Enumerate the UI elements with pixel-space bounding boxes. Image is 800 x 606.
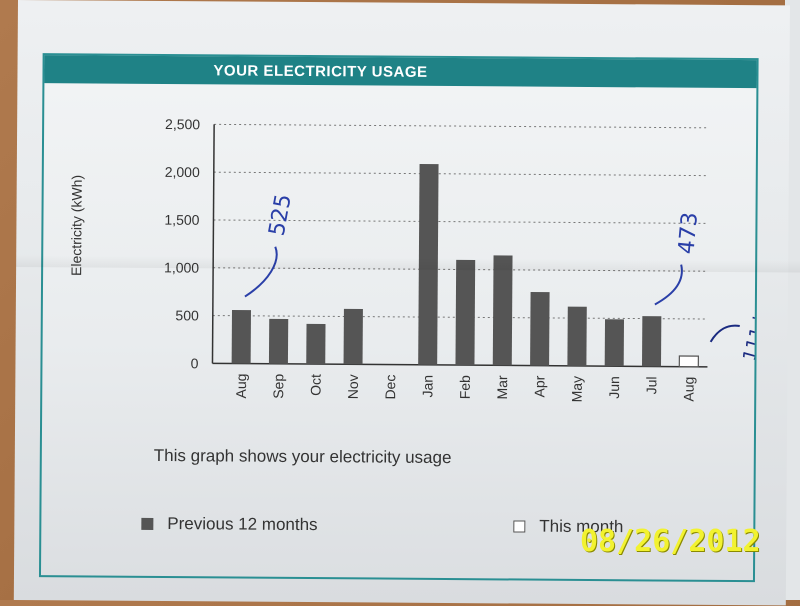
y-axis-label: Electricity (kWh) <box>68 175 85 276</box>
bar-jun-10 <box>604 319 625 367</box>
y-tick-label: 1,500 <box>164 212 199 228</box>
x-tick-label: Jul <box>643 376 659 394</box>
bill-paper: YOUR ELECTRICITY USAGE 05001,0001,5002,0… <box>13 0 800 606</box>
bar-jan-5 <box>418 164 439 365</box>
annotation-jul-pointer <box>654 264 683 306</box>
bar-current-aug <box>678 355 699 368</box>
usage-panel: YOUR ELECTRICITY USAGE 05001,0001,5002,0… <box>38 53 759 583</box>
bars <box>231 164 699 368</box>
grid-line <box>213 171 709 177</box>
legend-swatch-empty <box>513 520 526 533</box>
annotation-jul-value: 473 <box>674 211 703 255</box>
y-tick-label: 1,000 <box>164 259 199 275</box>
photo-date-stamp: 08/26/2012 <box>580 524 761 559</box>
legend-swatch-filled <box>141 517 154 530</box>
x-tick-label: Oct <box>308 374 324 396</box>
x-tick-label: Aug <box>681 377 697 402</box>
x-tick-label: Mar <box>494 375 510 400</box>
bar-may-9 <box>567 306 587 366</box>
bar-jul-11 <box>641 316 662 367</box>
x-tick-labels: Aug Sep Oct Nov Dec Jan Feb Mar Apr May Jun Jul Aug <box>233 374 697 403</box>
y-tick-label: 2,500 <box>165 116 200 132</box>
x-tick-label: Dec <box>382 375 398 400</box>
annotation-current-pointer <box>709 324 740 343</box>
x-tick-label: Jun <box>606 376 622 399</box>
x-tick-label: Sep <box>270 374 286 399</box>
y-tick-label: 2,000 <box>165 164 200 180</box>
y-tick-label: 500 <box>175 307 199 323</box>
y-tick-labels: 0 500 1,000 1,500 2,000 2,500 <box>164 116 200 371</box>
annotation-aug-pointer <box>244 246 278 298</box>
x-tick-label: Nov <box>345 374 361 399</box>
bar-apr-8 <box>530 291 550 366</box>
annotation-aug-value: 525 <box>265 192 297 238</box>
bar-mar-7 <box>492 255 513 366</box>
bar-nov-3 <box>343 308 363 365</box>
grid-line <box>214 123 710 129</box>
bar-feb-6 <box>455 259 476 366</box>
x-tick-label: Feb <box>457 375 473 399</box>
usage-chart: 0 500 1,000 1,500 2,000 2,500 Aug Sep Oct Nov Dec… <box>68 116 757 403</box>
annotation-current-value: 111 kwh <box>739 284 757 363</box>
y-tick-label: 0 <box>191 355 199 371</box>
bar-oct-2 <box>306 323 326 365</box>
x-tick-label: Aug <box>233 374 249 399</box>
bar-sep-1 <box>268 318 289 364</box>
legend-previous: Previous 12 months <box>141 514 318 535</box>
x-tick-label: May <box>569 376 585 403</box>
x-tick-label: Apr <box>531 375 547 397</box>
chart-caption: This graph shows your electricity usage <box>153 445 452 468</box>
x-tick-label: Jan <box>419 375 435 398</box>
bar-aug-0 <box>231 309 251 364</box>
y-axis-line <box>211 124 215 364</box>
legend-label-previous: Previous 12 months <box>167 514 318 535</box>
